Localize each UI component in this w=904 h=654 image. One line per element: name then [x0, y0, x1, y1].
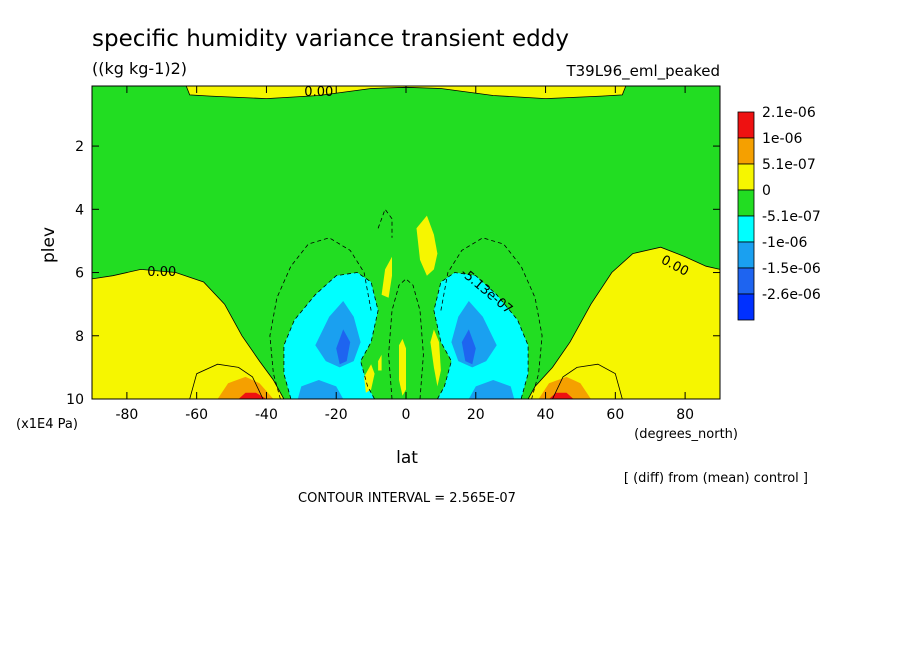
contour-region — [430, 329, 441, 387]
legend-swatch — [737, 215, 755, 243]
color-legend: 2.1e-06 1e-06 5.1e-07 0 -5.1e-07 -1e-06 -1.5e-… — [737, 105, 821, 321]
contour-fills — [92, 86, 720, 399]
legend-swatch — [737, 293, 755, 321]
y-tick-label: 10 — [66, 392, 84, 408]
diff-note: [ (diff) from (mean) control ] — [624, 471, 808, 486]
y-tick-label: 6 — [75, 266, 84, 282]
contour-region — [217, 376, 274, 399]
contour-region — [538, 376, 591, 399]
contour-line — [552, 363, 623, 399]
legend-label: 5.1e-07 — [762, 157, 816, 173]
plot-area: 0.000.00 0.00-5.13e-07 — [91, 85, 721, 400]
contour-region — [416, 215, 438, 276]
contour-region — [297, 380, 344, 399]
chart-units: ((kg kg-1)2) — [92, 59, 187, 78]
x-axis-label: lat — [396, 448, 418, 468]
y-tick-label: 8 — [75, 329, 84, 345]
y-tick-label: 4 — [75, 202, 84, 218]
legend-swatch — [737, 163, 755, 191]
contour-line — [377, 208, 393, 238]
contour-region — [364, 364, 375, 393]
contour-region — [92, 269, 284, 399]
x-tick-label: -40 — [255, 407, 278, 423]
contour-line — [269, 237, 372, 399]
legend-label: 2.1e-06 — [762, 105, 816, 121]
legend-swatch — [737, 241, 755, 269]
legend-swatch — [737, 137, 755, 165]
contour-region — [528, 247, 720, 399]
y-axis-label: plev — [39, 227, 59, 263]
legend-swatch — [737, 267, 755, 295]
contour-value-label: 0.00 — [304, 85, 333, 100]
legend-label: -2.6e-06 — [762, 287, 821, 303]
contour-line — [433, 272, 529, 399]
x-tick-label: -80 — [115, 407, 138, 423]
contour-region — [238, 392, 267, 399]
x-tick-label: -20 — [325, 407, 348, 423]
contour-region — [468, 380, 515, 399]
contour-region — [451, 301, 497, 368]
x-tick-label: 0 — [402, 407, 411, 423]
y-tick-label: 2 — [75, 139, 84, 155]
contour-line — [283, 272, 379, 399]
x-axis-units: (degrees_north) — [634, 427, 738, 442]
x-tick-label: 60 — [606, 407, 624, 423]
legend-swatch — [737, 111, 755, 139]
contour-region — [381, 256, 392, 298]
x-tick-label: -60 — [185, 407, 208, 423]
contour-line — [92, 268, 285, 399]
contour-region — [399, 338, 406, 396]
y-axis-units: (x1E4 Pa) — [16, 417, 78, 432]
contour-region — [378, 354, 382, 371]
contour-region — [186, 86, 626, 99]
x-tick-label: 80 — [676, 407, 694, 423]
y-axis: 2 4 6 8 10 — [66, 139, 720, 408]
legend-label: -5.1e-07 — [762, 209, 821, 225]
run-label: T39L96_eml_peaked — [565, 62, 720, 81]
contour-line — [388, 278, 424, 399]
contour-line — [527, 246, 720, 399]
contour-region — [315, 301, 361, 368]
contour-interval: CONTOUR INTERVAL = 2.565E-07 — [298, 491, 516, 506]
chart-title: specific humidity variance transient edd… — [92, 26, 569, 52]
contour-value-label: 0.00 — [147, 265, 176, 280]
contour-region — [461, 329, 476, 365]
contour-line — [440, 237, 543, 399]
legend-label: 0 — [762, 183, 771, 199]
x-tick-label: 40 — [537, 407, 555, 423]
contour-region — [336, 329, 351, 365]
legend-label: -1.5e-06 — [762, 261, 821, 277]
contour-line — [189, 363, 264, 399]
x-tick-label: 20 — [467, 407, 485, 423]
x-axis: -80 -60 -40 -20 0 20 40 60 80 — [115, 86, 694, 423]
legend-label: 1e-06 — [762, 131, 802, 147]
legend-label: -1e-06 — [762, 235, 808, 251]
legend-swatch — [737, 189, 755, 217]
